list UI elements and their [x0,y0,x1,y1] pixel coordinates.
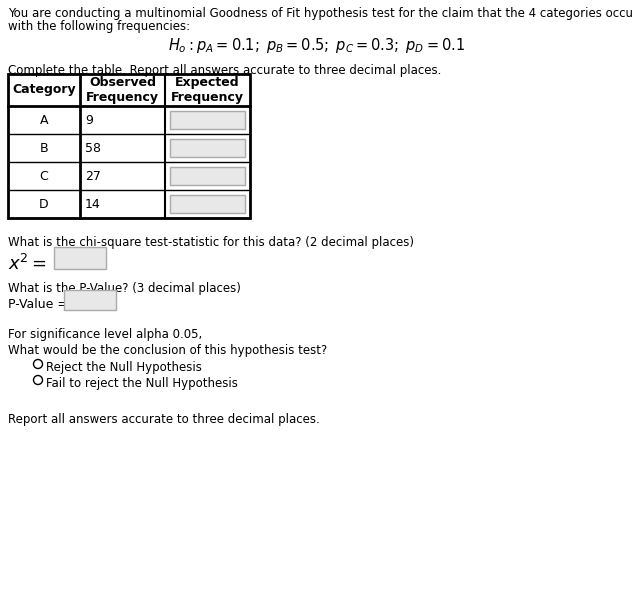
Text: 9: 9 [85,114,93,127]
Text: with the following frequencies:: with the following frequencies: [8,20,190,33]
Text: Report all answers accurate to three decimal places.: Report all answers accurate to three dec… [8,413,320,426]
Text: For significance level alpha 0.05,: For significance level alpha 0.05, [8,328,203,341]
Bar [54,247,106,269]
Bar [170,111,245,129]
Circle shape [34,359,42,369]
Bar [170,139,245,157]
Text: What is the P-Value? (3 decimal places): What is the P-Value? (3 decimal places) [8,282,241,295]
Text: B: B [40,141,48,154]
Text: What would be the conclusion of this hypothesis test?: What would be the conclusion of this hyp… [8,344,327,357]
Text: D: D [39,197,49,210]
Bar [8,74,250,218]
Text: What is the chi-square test-statistic for this data? (2 decimal places): What is the chi-square test-statistic fo… [8,236,414,249]
Text: 58: 58 [85,141,101,154]
Text: 27: 27 [85,170,101,183]
Text: Expected
Frequency: Expected Frequency [171,76,244,104]
Text: C: C [40,170,48,183]
Text: Observed
Frequency: Observed Frequency [86,76,159,104]
Text: $H_o : p_A = 0.1;\; p_B = 0.5;\; p_C = 0.3;\; p_D = 0.1$: $H_o : p_A = 0.1;\; p_B = 0.5;\; p_C = 0… [168,36,465,55]
Bar [170,167,245,185]
Text: You are conducting a multinomial Goodness of Fit hypothesis test for the claim t: You are conducting a multinomial Goodnes… [8,7,633,20]
Bar [64,290,116,310]
Text: Reject the Null Hypothesis: Reject the Null Hypothesis [46,361,203,374]
Text: Complete the table. Report all answers accurate to three decimal places.: Complete the table. Report all answers a… [8,64,441,77]
Text: $x^2 =$: $x^2 =$ [8,254,47,274]
Text: Category: Category [12,84,76,97]
Circle shape [34,376,42,385]
Bar [170,195,245,213]
Text: P-Value =: P-Value = [8,298,68,311]
Text: 14: 14 [85,197,101,210]
Text: A: A [40,114,48,127]
Text: Fail to reject the Null Hypothesis: Fail to reject the Null Hypothesis [46,377,239,390]
